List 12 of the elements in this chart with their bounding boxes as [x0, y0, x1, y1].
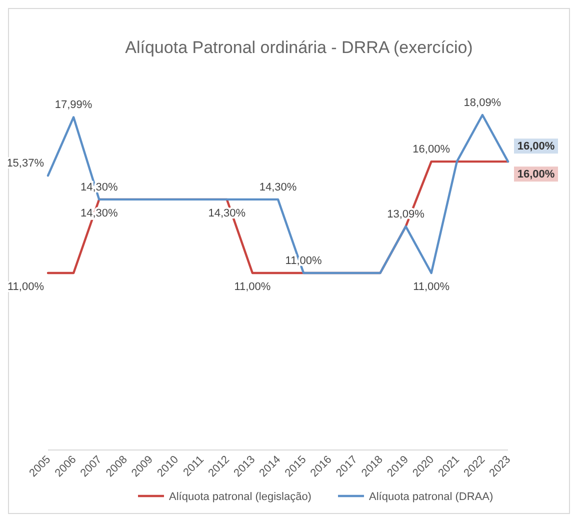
- chart-title: Alíquota Patronal ordinária - DRRA (exercício): [125, 38, 473, 57]
- data-label: 16,00%: [517, 140, 555, 153]
- legend-label: Alíquota patronal (legislação): [169, 491, 312, 503]
- data-label: 11,00%: [8, 281, 44, 293]
- data-label: 17,99%: [54, 99, 92, 112]
- data-label: 16,00%: [517, 168, 555, 181]
- data-label: 18,09%: [464, 97, 502, 109]
- data-label: 14,30%: [259, 181, 297, 194]
- data-label: 11,00%: [413, 281, 450, 293]
- data-label: 11,00%: [234, 281, 271, 293]
- data-label: 16,00%: [412, 144, 450, 156]
- legend-label: Alíquota patronal (DRAA): [369, 491, 494, 503]
